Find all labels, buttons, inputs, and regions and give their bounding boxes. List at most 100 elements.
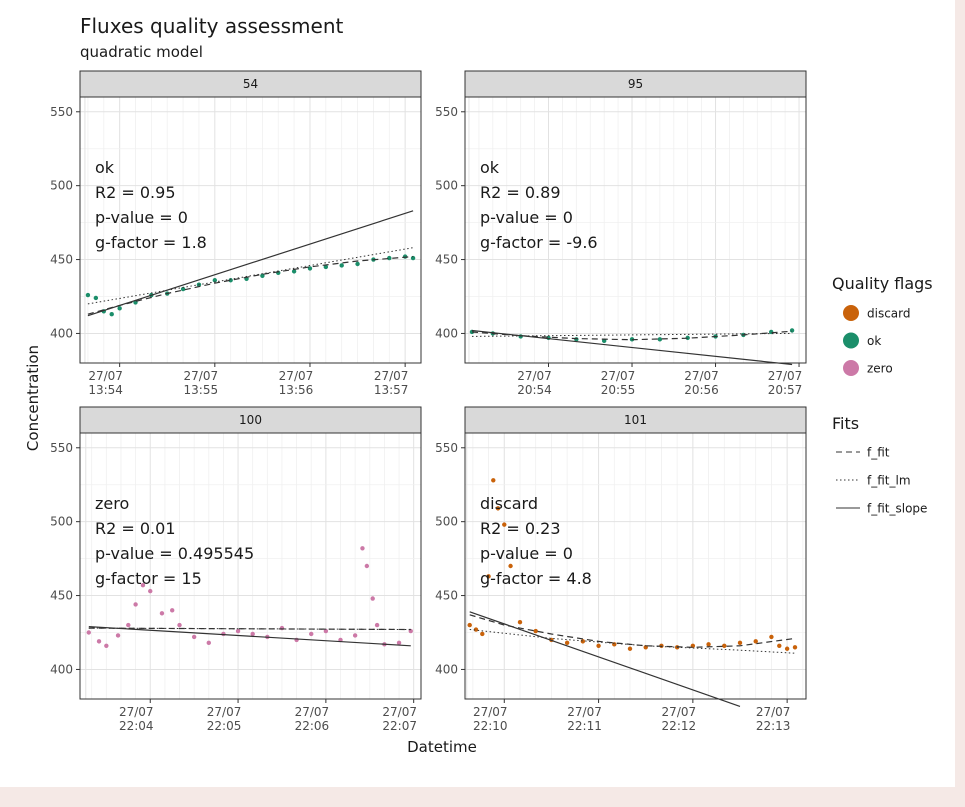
x-tick-date: 27/07	[601, 369, 636, 383]
data-point	[235, 628, 241, 634]
legend-title-quality: Quality flags	[832, 274, 933, 293]
data-point	[627, 646, 633, 651]
facet-strip-label: 95	[628, 77, 643, 91]
grid-lines	[80, 97, 422, 363]
y-tick-label: 400	[435, 326, 458, 340]
facet-panel-100: 10040045050055027/0722:0427/0722:0527/07…	[50, 406, 422, 733]
data-point	[323, 628, 329, 634]
data-point	[580, 639, 586, 644]
y-tick-label: 450	[50, 589, 73, 603]
data-point	[180, 286, 186, 292]
data-point	[769, 634, 774, 640]
data-point	[323, 264, 329, 270]
data-point	[159, 611, 165, 616]
panel-annotation: ok	[95, 158, 115, 177]
x-tick-time: 20:56	[684, 383, 719, 397]
data-point	[495, 506, 501, 511]
data-point	[467, 622, 472, 628]
panel-annotation: p-value = 0.495545	[95, 544, 254, 563]
x-tick-date: 27/07	[374, 369, 409, 383]
legend-key-ok	[843, 332, 859, 349]
facet-panel-101: 10140045050055027/0722:1027/0722:1127/07…	[435, 406, 807, 733]
facet-strip	[79, 70, 422, 98]
x-tick-time: 22:13	[756, 719, 791, 733]
panel-annotation: ok	[480, 158, 500, 177]
data-point	[722, 643, 727, 648]
fit-line	[88, 627, 411, 631]
x-tick-date: 27/07	[768, 369, 803, 383]
data-point	[789, 328, 795, 333]
x-tick-time: 13:55	[184, 383, 219, 397]
facet-strip	[464, 406, 807, 434]
data-point	[657, 337, 663, 342]
data-point	[93, 295, 99, 301]
y-tick-label: 550	[50, 441, 73, 455]
data-point	[486, 574, 491, 579]
data-point	[206, 640, 211, 646]
data-point	[117, 306, 122, 311]
chart-title: Fluxes quality assessment	[80, 14, 344, 38]
panel-border	[464, 432, 807, 700]
legend-title-fits: Fits	[832, 414, 859, 433]
facet-panels: 5440045050055027/0713:5427/0713:5527/071…	[50, 70, 807, 733]
data-point	[115, 633, 121, 638]
data-point	[352, 633, 358, 638]
panel-annotation: R2 = 0.89	[480, 183, 561, 202]
data-point	[706, 642, 711, 647]
plot-background	[465, 433, 806, 699]
x-tick-date: 27/07	[119, 705, 154, 719]
data-point	[370, 596, 375, 601]
fit-lm-line	[87, 247, 414, 305]
plot-background	[80, 97, 421, 363]
fit-lm-line	[469, 629, 796, 654]
x-tick-time: 22:04	[119, 719, 154, 733]
x-tick-time: 20:57	[768, 383, 803, 397]
data-point	[396, 640, 402, 646]
panel-annotation: p-value = 0	[480, 544, 573, 563]
data-point	[502, 522, 507, 527]
y-tick-label: 400	[435, 662, 458, 676]
data-point	[517, 619, 523, 625]
facet-strip-label: 101	[624, 413, 647, 427]
panel-annotation: g-factor = 4.8	[480, 569, 592, 588]
legend-label-f_fit_slope: f_fit_slope	[867, 502, 927, 516]
data-point	[104, 643, 109, 648]
facet-strip	[464, 70, 807, 98]
panel-annotation: discard	[480, 494, 538, 513]
x-tick-date: 27/07	[517, 369, 552, 383]
data-point	[564, 640, 570, 646]
grid-lines	[80, 433, 421, 699]
x-tick-time: 13:54	[88, 383, 123, 397]
facet-strip	[79, 406, 422, 434]
data-point	[279, 625, 285, 631]
facet-chart: Fluxes quality assessment quadratic mode…	[24, 14, 933, 756]
panel-annotation: g-factor = 1.8	[95, 233, 207, 252]
data-point	[777, 643, 782, 648]
data-point	[533, 628, 538, 634]
data-point	[508, 563, 513, 569]
y-tick-label: 550	[435, 105, 458, 119]
y-tick-label: 500	[435, 515, 458, 529]
fit-line	[471, 330, 793, 341]
fit-slope-line	[471, 329, 793, 366]
legend-key-zero	[843, 360, 859, 376]
panel-annotation: R2 = 0.95	[95, 183, 176, 202]
panel-annotation: p-value = 0	[95, 208, 188, 227]
data-point	[480, 631, 485, 637]
panel-border	[79, 96, 422, 364]
facet-panel-54: 5440045050055027/0713:5427/0713:5527/071…	[50, 70, 422, 397]
x-tick-time: 13:57	[374, 383, 409, 397]
data-point	[355, 261, 360, 267]
panel-annotation: p-value = 0	[480, 208, 573, 227]
data-points	[467, 478, 798, 651]
x-tick-date: 27/07	[684, 369, 719, 383]
y-tick-label: 400	[50, 326, 73, 340]
x-tick-date: 27/07	[662, 705, 697, 719]
fit-slope-line	[469, 611, 741, 707]
data-point	[96, 639, 102, 644]
y-tick-label: 450	[435, 253, 458, 267]
y-tick-label: 400	[50, 662, 73, 676]
data-point	[177, 622, 182, 628]
grid-lines	[465, 433, 806, 699]
data-point	[86, 630, 91, 635]
